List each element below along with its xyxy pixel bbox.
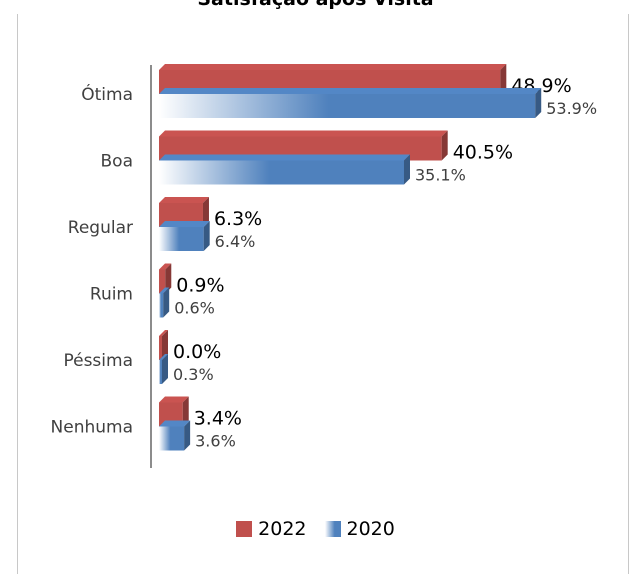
data-label-2020-otima: 53.9%	[546, 99, 597, 118]
bar-2020-otima	[159, 88, 542, 118]
category-label-pessima: Péssima	[63, 351, 133, 371]
legend-swatch-2020	[324, 521, 341, 537]
data-label-2020-pessima: 0.3%	[173, 365, 214, 384]
category-label-regular: Regular	[68, 218, 133, 238]
data-label-2020-nenhuma: 3.6%	[195, 432, 236, 451]
category-label-otima: Ótima	[81, 83, 133, 105]
bar-2020-boa	[159, 154, 410, 185]
legend-label-2022: 2022	[258, 518, 307, 540]
bar-2020-pessima	[159, 354, 168, 384]
data-label-2022-pessima: 0.0%	[173, 341, 221, 363]
legend-item-2020: 2020	[324, 518, 395, 540]
legend-label-2020: 2020	[346, 518, 395, 540]
bar-2020-nenhuma	[159, 420, 191, 451]
data-label-2020-regular: 6.4%	[215, 232, 256, 251]
bar-2022-pessima	[159, 330, 168, 360]
category-label-nenhuma: Nenhuma	[51, 418, 133, 438]
data-label-2020-ruim: 0.6%	[174, 299, 215, 318]
chart-title: Satisfação após Visita	[0, 0, 631, 10]
category-label-ruim: Ruim	[90, 285, 133, 305]
data-label-2022-nenhuma: 3.4%	[194, 408, 242, 430]
bar-2020-ruim	[159, 287, 170, 318]
category-label-boa: Boa	[101, 152, 133, 172]
legend: 2022 2020	[0, 518, 631, 540]
data-label-2022-ruim: 0.9%	[176, 275, 224, 297]
bar-2020-regular	[159, 221, 210, 251]
legend-swatch-2022	[236, 521, 253, 537]
data-label-2022-boa: 40.5%	[453, 142, 513, 164]
data-label-2020-boa: 35.1%	[415, 166, 466, 185]
bar-2022-ruim	[159, 263, 172, 294]
legend-item-2022: 2022	[236, 518, 307, 540]
chart-frame	[17, 14, 629, 574]
data-label-2022-regular: 6.3%	[214, 208, 262, 230]
bar-2022-nenhuma	[159, 396, 189, 427]
